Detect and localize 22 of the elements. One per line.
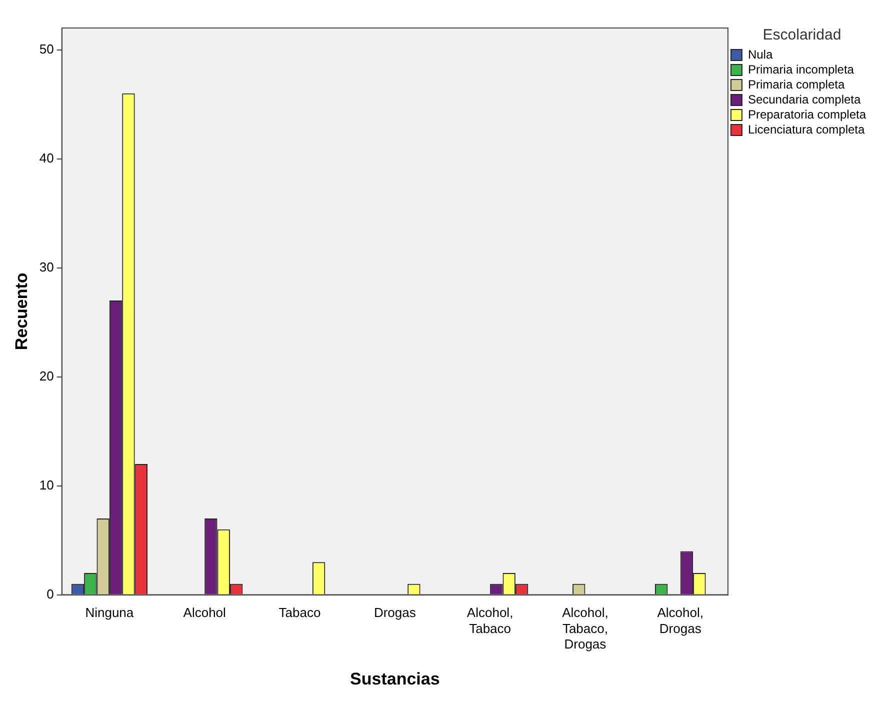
x-axis-title: Sustancias (350, 669, 440, 688)
x-tick-label: Alcohol, Drogas (657, 605, 704, 636)
legend-title: Escolaridad (762, 26, 842, 44)
x-tick-label: Ninguna (85, 605, 134, 620)
x-tick-label: Alcohol, Tabaco, Drogas (562, 605, 608, 652)
legend-label: Licenciatura completa (748, 122, 865, 136)
x-tick-label: Alcohol, Tabaco (466, 605, 514, 636)
y-tick-label: 30 (39, 259, 54, 274)
y-tick-label: 0 (46, 586, 54, 602)
y-tick-label: 40 (39, 150, 54, 166)
y-tick-label: 50 (39, 41, 54, 56)
legend-label: Nula (748, 47, 773, 62)
legend-label: Primaria incompleta (748, 62, 854, 76)
y-tick-label: 20 (39, 368, 54, 384)
y-axis-title: Recuento (12, 272, 31, 350)
x-tick-label: Drogas (374, 605, 416, 620)
y-tick-label: 10 (39, 477, 54, 492)
legend-label: Preparatoria completa (748, 107, 866, 122)
legend-label: Secundaria completa (748, 92, 861, 106)
x-tick-label: Alcohol (183, 605, 226, 620)
x-tick-label: Tabaco (278, 605, 321, 620)
legend-label: Primaria completa (748, 77, 845, 92)
